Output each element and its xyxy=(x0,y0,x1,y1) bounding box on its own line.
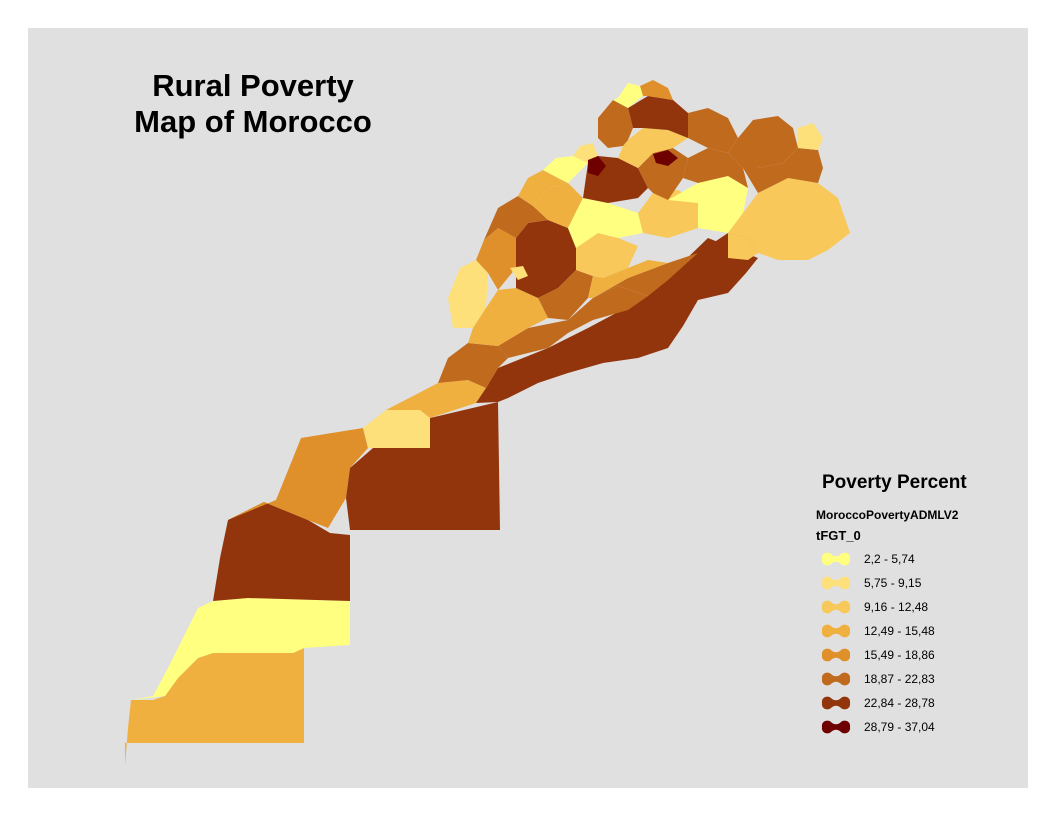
legend-label: 15,49 - 18,86 xyxy=(864,648,935,662)
legend-title: Poverty Percent xyxy=(822,472,967,493)
legend-swatch xyxy=(821,696,851,710)
region-ouarzazate[interactable] xyxy=(568,253,698,320)
morocco-map[interactable] xyxy=(28,28,1028,788)
legend-swatch xyxy=(821,576,851,590)
region-fes[interactable] xyxy=(638,148,688,200)
region-hotspot-1[interactable] xyxy=(588,156,606,176)
legend-item: 12,49 - 15,48 xyxy=(816,619,1016,643)
legend-item: 2,2 - 5,74 xyxy=(816,547,1016,571)
legend-label: 5,75 - 9,15 xyxy=(864,576,922,590)
legend-label: 12,49 - 15,48 xyxy=(864,624,935,638)
legend-layer-name: MoroccoPovertyADMLV2 xyxy=(816,508,959,522)
region-kenitra[interactable] xyxy=(543,156,588,183)
region-taounate[interactable] xyxy=(618,128,688,168)
region-figuig[interactable] xyxy=(728,178,850,260)
legend-swatch xyxy=(821,648,851,662)
region-azilal[interactable] xyxy=(588,260,668,298)
region-settat[interactable] xyxy=(533,183,583,228)
legend-label: 2,2 - 5,74 xyxy=(864,552,915,566)
region-larache[interactable] xyxy=(598,100,633,148)
region-tarfaya[interactable] xyxy=(363,410,430,448)
region-south-light[interactable] xyxy=(131,598,350,700)
region-safi[interactable] xyxy=(476,228,516,290)
legend-swatch xyxy=(821,552,851,566)
legend-label: 28,79 - 37,04 xyxy=(864,720,935,734)
legend-swatch xyxy=(821,624,851,638)
region-oujda[interactable] xyxy=(743,148,823,193)
region-figuig-south[interactable] xyxy=(728,233,758,260)
region-khouribga[interactable] xyxy=(568,198,643,248)
legend-label: 18,87 - 22,83 xyxy=(864,672,935,686)
region-hotspot-2[interactable] xyxy=(653,150,678,166)
region-chaouen[interactable] xyxy=(628,96,688,138)
region-elj-settat[interactable] xyxy=(484,196,548,240)
region-taza[interactable] xyxy=(683,148,748,188)
legend: Poverty Percent MoroccoPovertyADMLV2 tFG… xyxy=(816,472,1016,739)
legend-items: 2,2 - 5,74 5,75 - 9,15 9,16 - 12,48 12,49 -… xyxy=(816,547,1016,739)
region-ifrane[interactable] xyxy=(668,176,748,233)
legend-label: 22,84 - 28,78 xyxy=(864,696,935,710)
region-boujdour[interactable] xyxy=(228,428,368,528)
region-tetouan[interactable] xyxy=(640,80,673,100)
legend-item: 5,75 - 9,15 xyxy=(816,571,1016,595)
region-nador[interactable] xyxy=(728,116,798,168)
legend-label: 9,16 - 12,48 xyxy=(864,600,929,614)
legend-field-name: tFGT_0 xyxy=(816,528,861,543)
region-khenifra[interactable] xyxy=(638,190,698,238)
region-elkelaa[interactable] xyxy=(516,220,576,298)
map-title: Rural Poverty Map of Morocco xyxy=(113,68,393,140)
region-rabat[interactable] xyxy=(518,170,568,206)
region-taroudant[interactable] xyxy=(498,286,648,358)
region-small-center[interactable] xyxy=(510,266,528,280)
region-chichaoua[interactable] xyxy=(538,270,593,320)
legend-swatch xyxy=(821,600,851,614)
region-essaouira[interactable] xyxy=(448,260,488,328)
region-marrakech[interactable] xyxy=(468,288,548,346)
region-south-tip[interactable] xyxy=(125,648,304,766)
legend-item: 9,16 - 12,48 xyxy=(816,595,1016,619)
map-title-line2: Map of Morocco xyxy=(134,104,372,139)
region-ne-coast[interactable] xyxy=(798,123,823,150)
legend-swatch xyxy=(821,720,851,734)
region-tangier[interactable] xyxy=(613,83,643,108)
region-sidi-kacem[interactable] xyxy=(573,143,598,163)
map-title-line1: Rural Poverty xyxy=(152,68,354,103)
legend-item: 18,87 - 22,83 xyxy=(816,667,1016,691)
region-east-sahara[interactable] xyxy=(346,402,500,530)
region-beni-mellal[interactable] xyxy=(576,233,638,278)
map-frame: Rural Poverty Map of Morocco Poverty Per… xyxy=(28,28,1028,788)
legend-item: 22,84 - 28,78 xyxy=(816,691,1016,715)
region-alhoceima[interactable] xyxy=(688,108,738,153)
region-souss[interactable] xyxy=(438,343,508,388)
legend-item: 28,79 - 37,04 xyxy=(816,715,1016,739)
region-saguia[interactable] xyxy=(213,502,350,601)
legend-swatch xyxy=(821,672,851,686)
legend-item: 15,49 - 18,86 xyxy=(816,643,1016,667)
region-guelmim[interactable] xyxy=(386,380,486,418)
